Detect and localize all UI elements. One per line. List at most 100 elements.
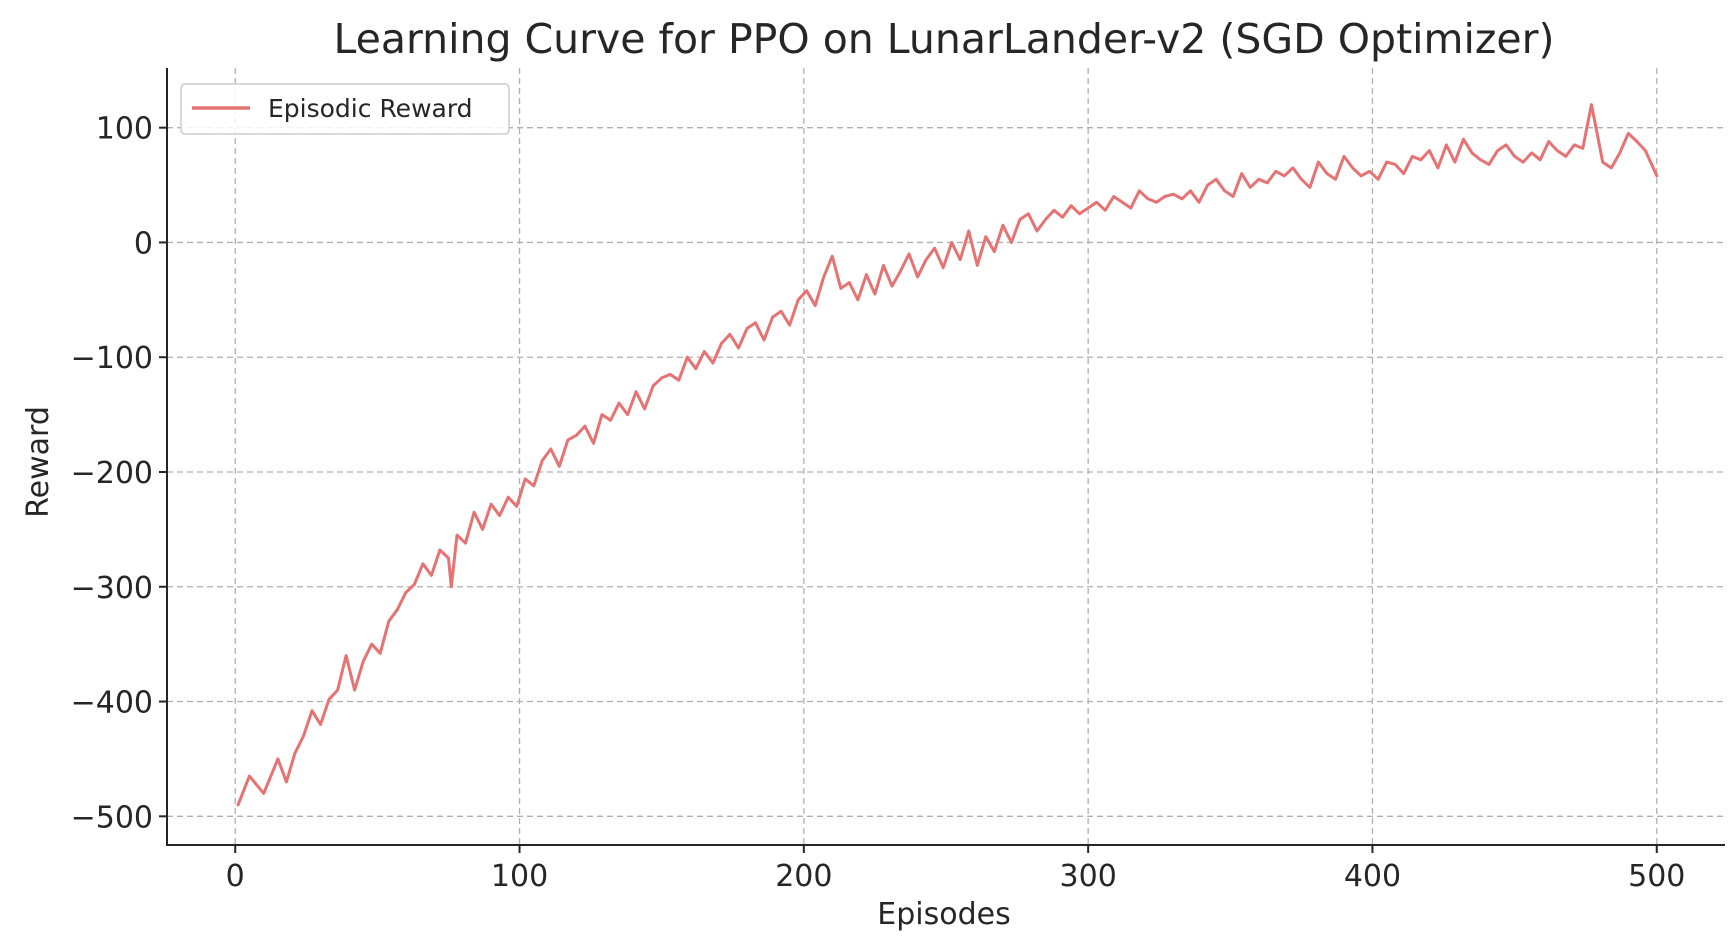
data-point: [856, 298, 860, 301]
data-point: [1334, 178, 1337, 181]
data-point: [1214, 178, 1218, 181]
data-point: [1601, 160, 1604, 164]
chart-title: Learning Curve for PPO on LunarLander-v2…: [334, 15, 1555, 63]
y-tick-label: −300: [71, 571, 153, 606]
data-point: [507, 496, 510, 499]
data-point: [873, 292, 877, 296]
data-point: [1061, 216, 1064, 219]
data-point: [924, 258, 928, 261]
data-point: [1610, 166, 1613, 170]
data-point: [771, 315, 774, 319]
data-point: [1308, 186, 1312, 189]
data-point: [882, 264, 885, 267]
data-point: [967, 229, 970, 233]
data-point: [1146, 197, 1150, 200]
data-point: [1172, 193, 1175, 196]
data-point: [694, 367, 697, 370]
series-line-episodic-reward: [236, 103, 1659, 807]
data-point: [1163, 195, 1167, 198]
data-point: [1052, 209, 1056, 212]
data-point: [1595, 132, 1599, 135]
data-point: [498, 514, 501, 517]
data-point: [754, 321, 757, 324]
data-point: [899, 269, 902, 273]
data-point: [583, 424, 587, 428]
y-tick-label: −500: [71, 800, 153, 835]
data-point: [541, 459, 544, 462]
data-point: [592, 442, 595, 445]
data-point: [984, 235, 987, 238]
data-point: [1317, 160, 1320, 164]
data-point: [1556, 149, 1559, 152]
data-point: [379, 652, 382, 655]
data-point: [1095, 201, 1098, 204]
data-point: [1206, 183, 1209, 187]
data-point: [942, 266, 945, 269]
data-point: [1112, 195, 1115, 198]
data-point: [1385, 160, 1388, 164]
data-point: [1283, 174, 1286, 178]
x-tick-label: 100: [491, 859, 548, 894]
data-point: [814, 304, 817, 307]
data-point: [472, 511, 476, 514]
x-tick-label: 300: [1060, 859, 1117, 894]
x-tick-label: 200: [775, 859, 832, 894]
data-point: [302, 734, 305, 738]
data-point: [515, 505, 518, 508]
data-point: [1436, 166, 1440, 170]
data-point: [1479, 158, 1482, 161]
data-point: [933, 247, 936, 250]
data-point: [1300, 178, 1303, 181]
data-point: [353, 688, 356, 692]
data-point: [1325, 172, 1329, 175]
data-point: [575, 434, 578, 437]
data-point: [310, 709, 314, 712]
data-point: [1411, 155, 1414, 158]
data-point: [976, 264, 979, 267]
x-tick-label: 500: [1628, 859, 1685, 894]
data-point: [558, 465, 561, 468]
data-point: [481, 528, 484, 531]
data-point: [711, 361, 715, 365]
data-point: [1627, 132, 1630, 135]
data-point: [831, 255, 834, 258]
data-point: [489, 502, 493, 506]
data-point: [1155, 201, 1158, 204]
data-point: [336, 688, 339, 692]
data-point: [745, 327, 749, 330]
data-point: [438, 548, 442, 552]
data-point: [609, 419, 612, 422]
data-point: [1274, 170, 1278, 173]
data-point: [1530, 151, 1533, 155]
data-point: [413, 583, 416, 586]
data-point: [1635, 140, 1639, 143]
data-point: [1138, 189, 1141, 192]
data-point: [1121, 201, 1124, 204]
data-point: [262, 792, 265, 795]
data-point: [1027, 212, 1030, 215]
data-point: [1564, 155, 1568, 158]
data-point: [344, 654, 348, 657]
data-point: [677, 379, 680, 382]
data-point: [950, 241, 953, 244]
data-point: [370, 643, 373, 646]
x-tick-label: 0: [226, 859, 245, 894]
data-point: [248, 774, 251, 778]
data-point: [643, 407, 646, 411]
series-layer: [236, 103, 1659, 807]
data-point: [532, 484, 535, 487]
data-point: [1368, 170, 1371, 173]
data-point: [1087, 206, 1090, 210]
data-point: [720, 342, 723, 345]
data-point: [762, 338, 766, 342]
data-point: [737, 346, 740, 350]
data-point: [1496, 149, 1499, 152]
data-point: [450, 585, 453, 588]
data-point: [1590, 103, 1593, 106]
data-point: [848, 281, 851, 284]
data-point: [652, 384, 655, 388]
y-axis-label: Reward: [21, 406, 56, 518]
data-point: [865, 273, 868, 276]
legend: Episodic Reward: [180, 83, 510, 135]
